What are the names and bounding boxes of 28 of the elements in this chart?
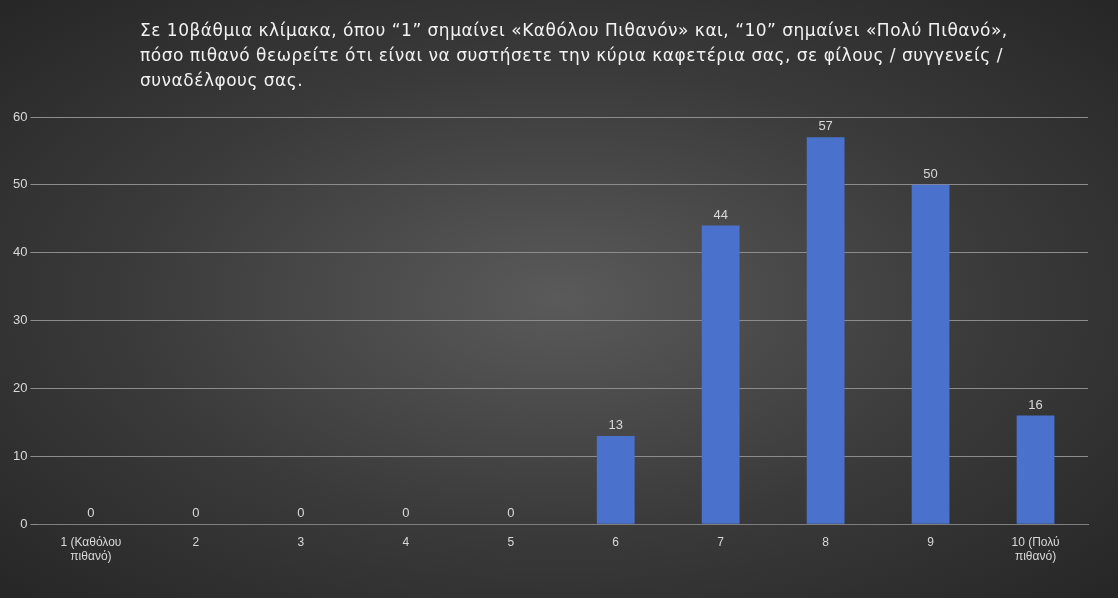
data-label: 44 xyxy=(713,206,728,222)
x-tick-label: 10 (Πολύ πιθανό) xyxy=(1011,534,1060,564)
y-tick-label: 50 xyxy=(12,176,28,192)
data-label: 50 xyxy=(923,165,938,181)
x-tick-label: 8 xyxy=(822,534,830,549)
y-tick-label: 30 xyxy=(12,312,28,328)
x-tick-label: 9 xyxy=(927,534,935,549)
data-label: 0 xyxy=(297,505,305,521)
y-tick-label: 40 xyxy=(12,244,28,260)
y-tick-label: 20 xyxy=(12,380,28,396)
data-label: 0 xyxy=(192,505,200,521)
data-label: 13 xyxy=(608,417,623,433)
data-label: 0 xyxy=(507,505,515,521)
x-tick-label: 3 xyxy=(297,534,305,549)
y-tick-label: 10 xyxy=(12,447,28,463)
x-tick-label: 1 (Καθόλου πιθανό) xyxy=(60,534,122,564)
chart-title: Σε 10βάθμια κλίμακα, όπου “1” σημαίνει «Καθόλου Πιθανόν» και, “10” σημαίνει «Πολύ Πιθανό», πόσο πιθανό θεωρείτε ότι είναι να συστήσετε την κύρια καφετέρια σας, σε φίλους / συγγενείς / συναδέλφους σας. xyxy=(140,19,1009,92)
x-tick-label: 7 xyxy=(717,534,725,549)
y-tick-label: 60 xyxy=(12,108,28,124)
data-label: 0 xyxy=(402,505,410,521)
data-label: 16 xyxy=(1028,396,1043,412)
data-label: 57 xyxy=(818,118,833,134)
x-tick-label: 5 xyxy=(507,534,515,549)
data-label: 0 xyxy=(87,505,95,521)
y-tick-label: 0 xyxy=(20,515,28,531)
x-tick-label: 6 xyxy=(612,534,620,549)
x-tick-label: 2 xyxy=(192,534,200,549)
x-tick-label: 4 xyxy=(402,534,410,549)
